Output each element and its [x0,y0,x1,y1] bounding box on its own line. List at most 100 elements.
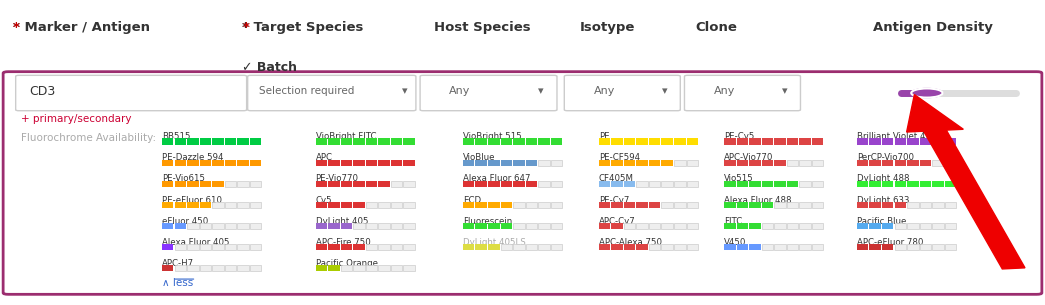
Bar [225,265,236,271]
Bar [237,202,249,208]
Text: eFluor 450: eFluor 450 [162,217,208,226]
Bar [501,223,512,229]
FancyBboxPatch shape [564,75,680,111]
Bar [799,244,811,250]
Text: APC-eFluor 780: APC-eFluor 780 [857,238,924,247]
Bar [649,223,660,229]
Bar [353,265,365,271]
Bar [624,138,635,145]
Bar [353,244,365,250]
Bar [882,138,893,145]
Bar [403,160,415,166]
Text: PE-Dazzle 594: PE-Dazzle 594 [162,153,224,163]
Bar [391,181,402,187]
Bar [599,160,610,166]
Bar [661,138,673,145]
Bar [463,223,474,229]
Bar [212,223,224,229]
Text: FITC: FITC [724,217,742,226]
Bar [237,181,249,187]
Text: APC-H7: APC-H7 [162,259,194,268]
Text: Alexa Fluor 647: Alexa Fluor 647 [463,174,531,184]
Text: V450: V450 [724,238,746,247]
Text: PE-CF594: PE-CF594 [599,153,640,163]
Text: *: * [242,21,250,34]
Text: Brilliant Violet 421: Brilliant Violet 421 [857,132,936,142]
Bar [187,138,199,145]
Text: Vio515: Vio515 [724,174,753,184]
Bar [687,202,698,208]
Bar [737,202,748,208]
Text: DyLight 488: DyLight 488 [857,174,909,184]
Text: ▾: ▾ [538,87,543,96]
Bar [162,138,173,145]
FancyBboxPatch shape [3,72,1042,294]
Bar [175,265,186,271]
Text: * Marker / Antigen: * Marker / Antigen [13,21,149,34]
Bar [187,181,199,187]
Bar [526,138,537,145]
Bar [724,160,736,166]
Bar [200,244,211,250]
Bar [378,181,390,187]
Bar [162,181,173,187]
Bar [611,160,623,166]
Bar [391,223,402,229]
Bar [945,244,956,250]
Bar [724,181,736,187]
Bar [175,202,186,208]
Text: DyLight 633: DyLight 633 [857,196,909,205]
Bar [538,202,550,208]
Bar [200,160,211,166]
Bar [200,223,211,229]
Bar [857,202,868,208]
Bar [762,181,773,187]
Bar [366,138,377,145]
Bar [749,138,761,145]
Bar [812,181,823,187]
Bar [624,160,635,166]
Bar [551,223,562,229]
Bar [661,160,673,166]
Bar [920,181,931,187]
Bar [475,223,487,229]
Bar [661,244,673,250]
Bar [932,223,944,229]
Bar [403,244,415,250]
Bar [724,138,736,145]
Bar [391,202,402,208]
Bar [513,202,525,208]
Bar [341,202,352,208]
Bar [328,181,340,187]
Bar [895,160,906,166]
Bar [895,223,906,229]
Bar [611,202,623,208]
Bar [624,244,635,250]
Text: APC-Cy7: APC-Cy7 [599,217,635,226]
Bar [857,244,868,250]
Bar [538,223,550,229]
Bar [687,181,698,187]
Bar [200,181,211,187]
Bar [661,202,673,208]
Bar [200,138,211,145]
Bar [187,265,199,271]
Bar [391,160,402,166]
Bar [895,138,906,145]
Bar [501,202,512,208]
Bar [787,202,798,208]
Bar [162,244,173,250]
Bar [787,160,798,166]
Bar [799,223,811,229]
Bar [538,181,550,187]
Bar [762,138,773,145]
Bar [212,181,224,187]
Bar [551,202,562,208]
Bar [932,202,944,208]
Bar [237,223,249,229]
Bar [391,244,402,250]
FancyBboxPatch shape [248,75,416,111]
Bar [649,138,660,145]
Text: Fluorescein: Fluorescein [463,217,512,226]
Bar [488,223,500,229]
